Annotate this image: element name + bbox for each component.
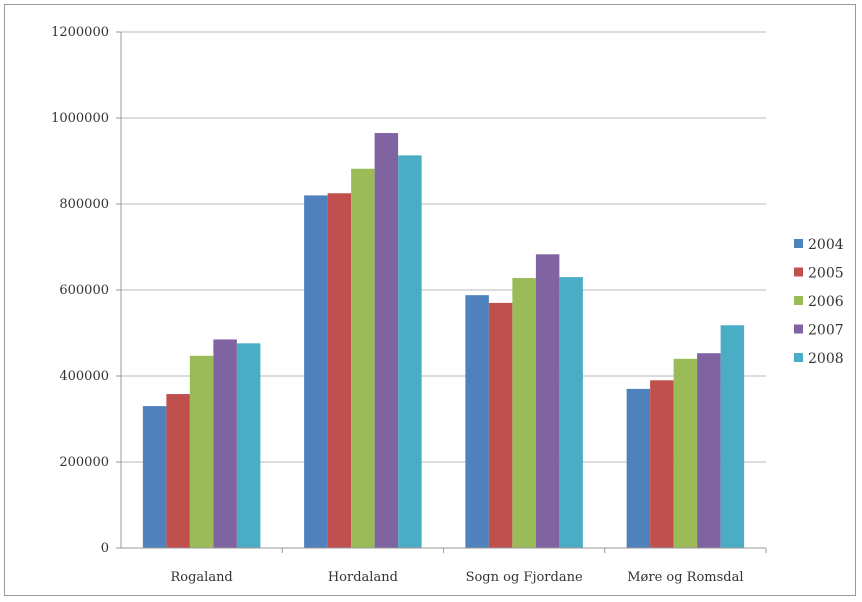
- x-axis: Rogaland Hordaland Sogn og Fjordane Møre og…: [121, 547, 767, 585]
- bar-2008-3: [720, 325, 745, 548]
- legend-label: 2004: [808, 237, 844, 253]
- bar-2007-0: [213, 339, 237, 548]
- bar-2004-2: [465, 295, 489, 548]
- category-label: Sogn og Fjordane: [466, 570, 583, 585]
- legend-swatch-2007: [794, 324, 803, 334]
- bar-2004-0: [142, 406, 167, 548]
- bar-2007-1: [374, 133, 399, 549]
- y-tick-label: 1000000: [51, 111, 109, 126]
- bar-2007-2: [535, 254, 560, 548]
- bar-2008-2: [559, 277, 583, 548]
- legend-label: 2008: [808, 351, 844, 367]
- bar-2006-2: [512, 277, 536, 548]
- y-axis-ticks: 0 200000 400000 600000 800000 1000000 1200000: [51, 25, 122, 556]
- y-tick-label: 1200000: [51, 25, 109, 40]
- bar-2006-3: [673, 358, 698, 548]
- bar-2005-3: [650, 380, 674, 548]
- y-tick-label: 0: [101, 541, 109, 556]
- legend-swatch-2006: [794, 296, 803, 305]
- bar-2008-0: [236, 343, 261, 548]
- legend-swatch-2008: [794, 353, 803, 362]
- category-label: Rogaland: [170, 570, 232, 585]
- y-tick-label: 400000: [59, 369, 109, 384]
- bar-2005-2: [488, 302, 513, 548]
- bar-2005-0: [166, 394, 190, 548]
- bar-2007-3: [697, 353, 721, 548]
- legend-label: 2006: [808, 294, 844, 310]
- bars: [142, 133, 745, 549]
- y-tick-label: 600000: [59, 283, 109, 298]
- legend-label: 2005: [808, 266, 844, 282]
- legend-label: 2007: [808, 323, 844, 339]
- legend-swatch-2004: [794, 239, 803, 248]
- bar-2008-1: [398, 155, 422, 548]
- bar-2005-1: [327, 193, 352, 548]
- y-tick-label: 800000: [59, 197, 109, 212]
- legend-swatch-2005: [794, 267, 803, 277]
- bar-2006-0: [189, 355, 214, 548]
- legend: 2004 2005 2006 2007 2008: [794, 237, 844, 367]
- category-label: Møre og Romsdal: [627, 570, 743, 585]
- y-tick-label: 200000: [59, 455, 109, 470]
- bar-2004-1: [304, 195, 328, 548]
- category-label: Hordaland: [328, 570, 398, 585]
- bar-2004-3: [626, 388, 651, 548]
- bar-2006-1: [351, 168, 375, 549]
